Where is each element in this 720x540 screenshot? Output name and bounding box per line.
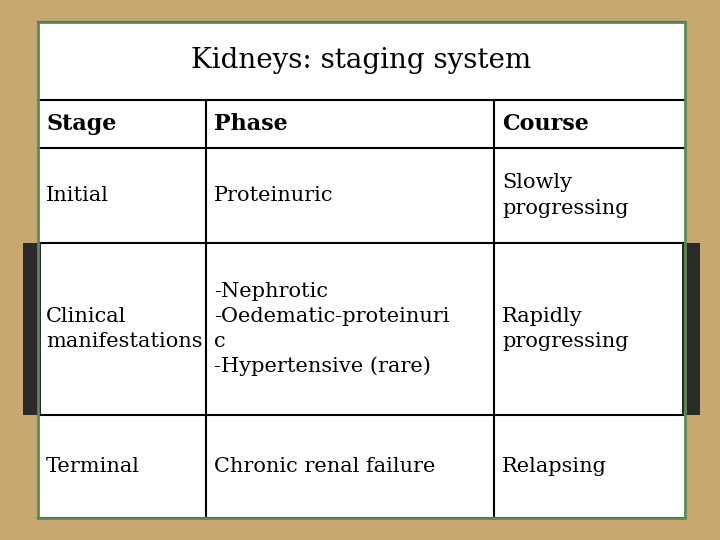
Bar <box>38 22 685 518</box>
Bar <box>23 243 41 415</box>
Text: Kidneys: staging system: Kidneys: staging system <box>192 48 531 75</box>
Bar <box>38 22 685 518</box>
Text: Chronic renal failure: Chronic renal failure <box>215 457 436 476</box>
Text: Relapsing: Relapsing <box>502 457 607 476</box>
Text: Phase: Phase <box>215 113 288 135</box>
Text: Stage: Stage <box>46 113 117 135</box>
Text: Rapidly
progressing: Rapidly progressing <box>502 307 629 351</box>
Bar <box>682 243 700 415</box>
Text: Slowly
progressing: Slowly progressing <box>502 173 629 218</box>
Text: Proteinuric: Proteinuric <box>215 186 334 205</box>
Text: -Nephrotic
-Oedematic-proteinuri
c
-Hypertensive (rare): -Nephrotic -Oedematic-proteinuri c -Hype… <box>215 281 450 376</box>
Text: Course: Course <box>502 113 589 135</box>
Text: Terminal: Terminal <box>46 457 140 476</box>
Text: Clinical
manifestations: Clinical manifestations <box>46 307 202 351</box>
Text: Initial: Initial <box>46 186 109 205</box>
